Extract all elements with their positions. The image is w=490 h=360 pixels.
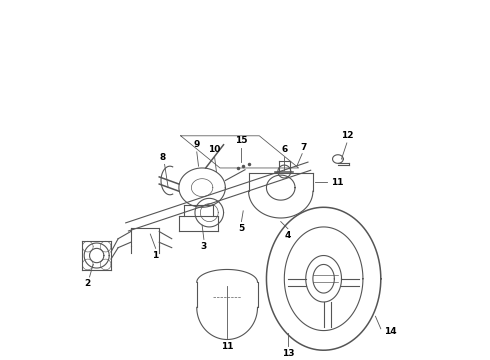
- Text: 9: 9: [194, 140, 200, 149]
- Text: 6: 6: [281, 145, 288, 154]
- Text: 13: 13: [282, 349, 294, 358]
- Text: 11: 11: [221, 342, 233, 351]
- Text: 4: 4: [285, 231, 291, 240]
- Text: 14: 14: [384, 327, 397, 336]
- Text: 10: 10: [208, 145, 221, 154]
- Text: 8: 8: [160, 153, 166, 162]
- Text: 7: 7: [301, 143, 307, 152]
- Text: 2: 2: [85, 279, 91, 288]
- Text: 5: 5: [238, 224, 245, 233]
- Text: 11: 11: [331, 178, 343, 187]
- Text: 1: 1: [152, 251, 159, 260]
- Text: 15: 15: [235, 136, 247, 145]
- Text: 3: 3: [201, 242, 207, 251]
- Text: 12: 12: [341, 131, 353, 140]
